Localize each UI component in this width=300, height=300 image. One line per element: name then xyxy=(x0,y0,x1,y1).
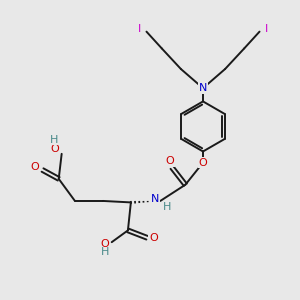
Text: O: O xyxy=(149,233,158,243)
Text: I: I xyxy=(138,24,142,34)
Text: O: O xyxy=(165,156,174,166)
Text: I: I xyxy=(264,24,268,34)
Text: O: O xyxy=(199,158,207,168)
Text: N: N xyxy=(151,194,159,205)
Text: O: O xyxy=(31,162,40,172)
Text: N: N xyxy=(199,83,207,93)
Text: H: H xyxy=(163,202,171,212)
Text: O: O xyxy=(50,144,59,154)
Text: O: O xyxy=(101,238,110,249)
Text: H: H xyxy=(101,248,110,257)
Text: H: H xyxy=(50,135,58,145)
